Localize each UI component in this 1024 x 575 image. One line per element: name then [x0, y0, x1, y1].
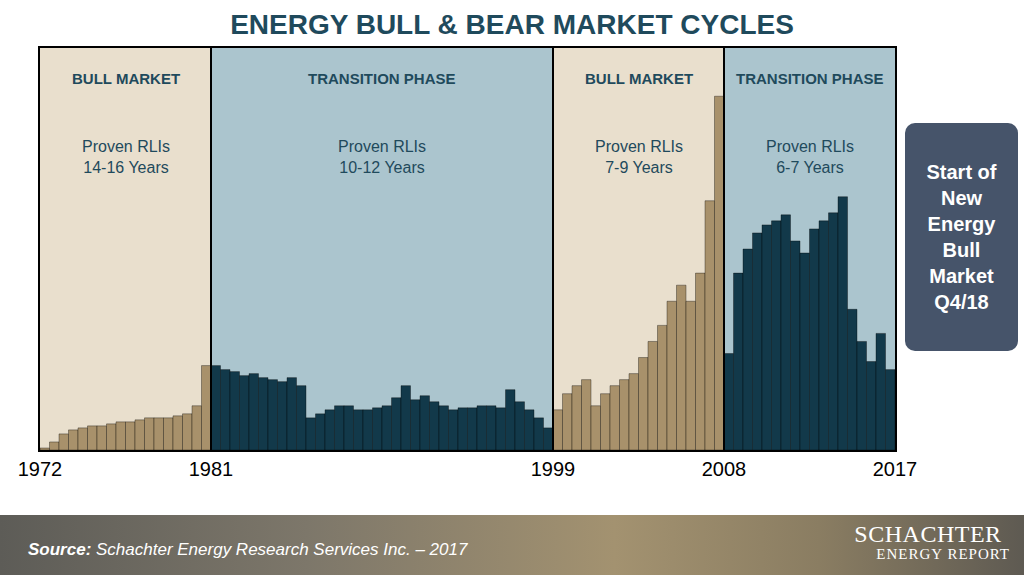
svg-text:1972: 1972 — [18, 458, 63, 480]
svg-text:TRANSITION PHASE: TRANSITION PHASE — [308, 70, 456, 87]
svg-text:TRANSITION PHASE: TRANSITION PHASE — [736, 70, 884, 87]
html-text:Q4/18: Q4/18 — [934, 291, 989, 313]
svg-text:BULL MARKET: BULL MARKET — [585, 70, 693, 87]
svg-text:1981: 1981 — [189, 458, 234, 480]
svg-text:Proven RLIs6-7 Years: Proven RLIs6-7 Years — [766, 138, 854, 176]
svg-text:2008: 2008 — [702, 458, 747, 480]
html-text:Start of: Start of — [926, 161, 997, 183]
html-text:Bull: Bull — [942, 239, 981, 261]
html-text:ENERGY REPORT: ENERGY REPORT — [876, 546, 1010, 563]
svg-text:BULL MARKET: BULL MARKET — [72, 70, 180, 87]
svg-text:1999: 1999 — [531, 458, 576, 480]
svg-text:2017: 2017 — [873, 458, 918, 480]
svg-text:Proven RLIs7-9 Years: Proven RLIs7-9 Years — [595, 138, 683, 176]
html-text:Market: Market — [929, 265, 994, 287]
svg-text:Proven RLIs10-12 Years: Proven RLIs10-12 Years — [338, 138, 426, 176]
svg-text:Proven RLIs14-16 Years: Proven RLIs14-16 Years — [82, 138, 170, 176]
html-text:New: New — [940, 187, 983, 209]
html-text:SCHACHTER: SCHACHTER — [854, 521, 1002, 547]
html-text:Source: Schachter Energy Resea: Source: Schachter Energy Research Servic… — [28, 540, 468, 559]
html-text:Energy: Energy — [927, 213, 996, 235]
svg-text:ENERGY BULL & BEAR MARKET CYCL: ENERGY BULL & BEAR MARKET CYCLES — [230, 9, 794, 40]
